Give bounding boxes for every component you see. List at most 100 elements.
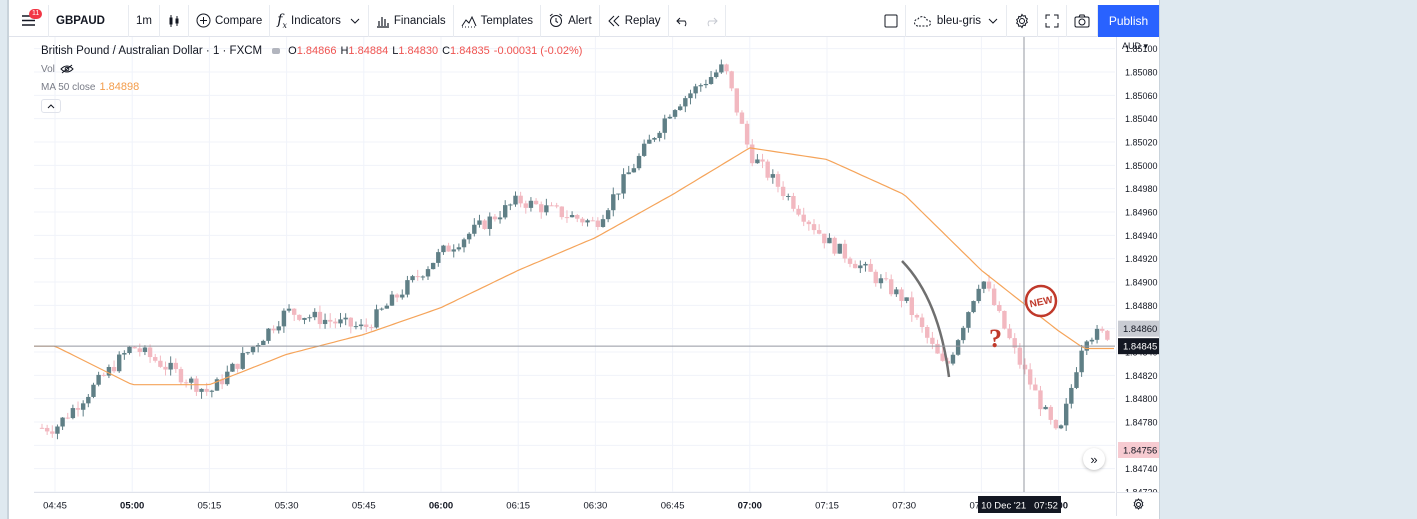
volume-label[interactable]: Vol [41,63,55,75]
time-axis[interactable]: 04:45 05:00 05:15 05:30 05:45 06:00 06:15 06:30… [34,492,1115,516]
candle-body [1038,390,1043,410]
candle-body [559,206,565,218]
financials-button[interactable]: Financials [369,4,454,37]
select-all-button[interactable] [877,4,906,37]
drawing-curve[interactable] [901,260,951,378]
price-tick: 1.84740 [1125,464,1158,474]
candle-body [430,262,436,270]
time-tick: 05:00 [120,501,144,512]
candle-body [333,321,338,324]
candle-body [1022,364,1028,370]
plus-circle-icon [196,13,211,28]
candle-body [65,417,70,419]
candle-body [791,196,796,209]
candle-body [930,337,935,344]
candle-body [698,85,703,87]
screenshot-button[interactable] [1067,4,1098,37]
indicators-button[interactable]: fx Indicators [270,4,369,37]
price-tick: 1.84940 [1125,231,1158,241]
candle-body [966,312,971,328]
currency-button[interactable]: AUD ▾ [1122,41,1149,51]
candle-body [801,214,806,222]
publish-button[interactable]: Publish [1098,5,1159,37]
ma-label[interactable]: MA 50 close [41,81,96,93]
candle-body [50,431,55,434]
settings-button[interactable] [1007,4,1038,37]
candle-body [631,168,637,173]
candle-body [158,360,163,367]
replay-button[interactable]: Replay [600,4,669,37]
chart-pane[interactable]: NEW ? [34,37,1115,492]
candle-body [580,218,585,223]
alert-button[interactable]: Alert [541,4,600,37]
candle-body [755,159,760,164]
candle-body [163,366,168,370]
candle-body [420,276,426,278]
candle-body [240,352,245,369]
candle-body [482,220,487,229]
candle-body [132,346,137,349]
redo-icon [707,17,718,26]
candle-body [261,340,266,346]
chart-type-button[interactable] [160,4,189,37]
compare-button[interactable]: Compare [189,4,271,37]
candle-body [343,317,348,320]
candle-body [466,233,472,240]
chevron-down-icon [350,18,360,24]
candle-body [183,382,189,384]
candle-body [142,347,148,352]
candle-body [600,219,606,227]
redo-button[interactable] [697,4,726,37]
replay-label: Replay [624,14,661,27]
chevron-down-icon [988,18,998,24]
candle-body [585,220,590,223]
candle-body [889,279,894,295]
candle-body [1048,406,1053,420]
eye-hidden-icon[interactable] [60,64,74,74]
candle-body [379,308,384,310]
price-axis[interactable]: 1.85100 1.85080 1.85060 1.85040 1.85020 1.850… [1116,37,1159,492]
scroll-to-realtime-button[interactable]: » [1083,448,1105,470]
candle-body [647,139,652,144]
candle-body [317,311,323,325]
candle-body [693,86,698,94]
candle-body [611,194,616,211]
candle-body [950,354,956,364]
candle-body [652,137,657,140]
double-chevron-right-icon: » [1090,451,1098,467]
indicators-label: Indicators [291,14,341,27]
candle-body [173,362,179,370]
menu-button[interactable]: 11 [9,4,49,37]
time-tick: 06:00 [429,501,453,512]
time-tick: 05:30 [275,501,299,512]
symbol-search-button[interactable]: GBPAUD [49,4,129,37]
candle-body [1079,350,1084,373]
fullscreen-button[interactable] [1038,4,1067,37]
candle-body [616,193,621,195]
templates-button[interactable]: Templates [454,4,542,37]
axis-settings-button[interactable] [1116,492,1159,516]
candle-body [544,205,549,213]
candle-body [369,327,374,329]
legend-symbol-title[interactable]: British Pound / Australian Dollar · 1 · … [41,45,263,57]
candle-body [672,110,678,117]
layout-button[interactable]: bleu-gris [906,4,1007,37]
candle-body [641,143,647,156]
candle-body [863,263,868,266]
candle-body [456,247,462,250]
candle-body [554,205,559,207]
candle-body [786,196,791,198]
candle-body [96,374,101,385]
interval-button[interactable]: 1m [129,4,160,37]
time-tick: 05:45 [352,501,376,512]
undo-button[interactable] [669,5,697,37]
legend-collapse-button[interactable] [41,99,61,113]
candle-body [883,278,889,280]
candles-icon [169,14,179,27]
gear-icon [1133,498,1143,510]
candle-body [75,408,81,410]
time-crosshair-label: 10 Dec '21 07:52 [981,501,1058,512]
candle-body [389,294,395,306]
candle-body [302,317,307,320]
candle-body [775,174,781,187]
